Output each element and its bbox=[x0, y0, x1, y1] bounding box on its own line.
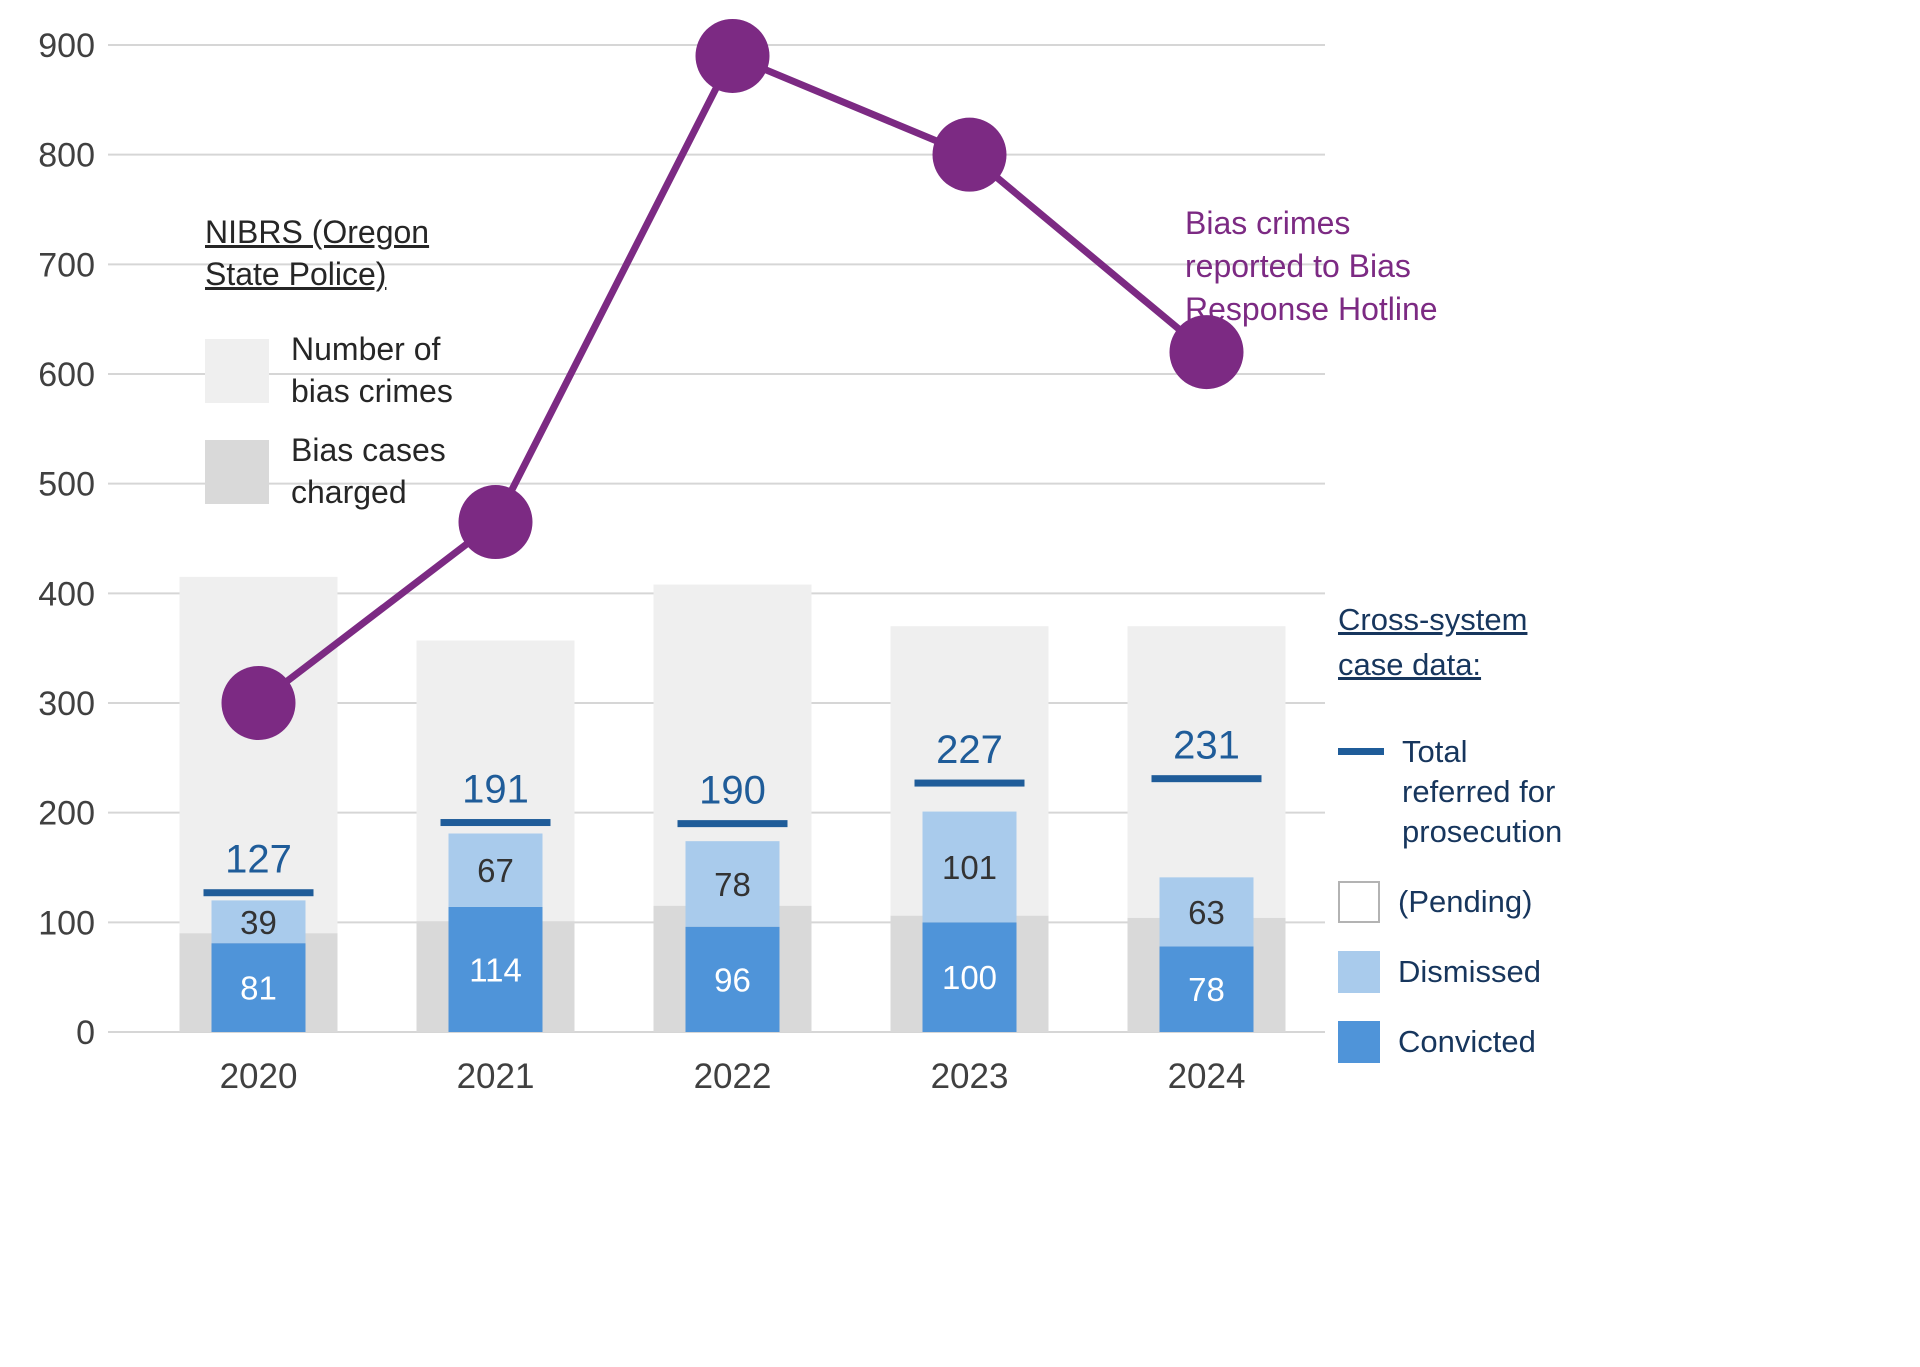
legend-item-pending: (Pending) bbox=[1338, 880, 1568, 923]
svg-text:190: 190 bbox=[699, 769, 766, 813]
referred-label: Total referred for prosecution bbox=[1402, 733, 1563, 850]
legend-item-cases-charged: Bias cases charged bbox=[205, 430, 490, 513]
legend-nibrs: NIBRS (Oregon State Police) Number of bi… bbox=[205, 212, 490, 532]
svg-text:500: 500 bbox=[38, 466, 95, 504]
legend-item-bias-crimes: Number of bias crimes bbox=[205, 329, 490, 412]
legend-item-referred: Total referred for prosecution bbox=[1338, 732, 1568, 853]
svg-text:67: 67 bbox=[477, 852, 514, 889]
svg-text:400: 400 bbox=[38, 575, 95, 613]
svg-text:63: 63 bbox=[1188, 894, 1225, 931]
svg-text:127: 127 bbox=[225, 838, 292, 882]
dismissed-swatch bbox=[1338, 950, 1380, 993]
svg-text:100: 100 bbox=[38, 904, 95, 942]
svg-text:300: 300 bbox=[38, 685, 95, 723]
svg-text:227: 227 bbox=[936, 728, 1003, 772]
svg-text:114: 114 bbox=[469, 951, 522, 988]
pending-swatch bbox=[1338, 880, 1380, 923]
hotline-series-label: Bias crimes reported to Bias Response Ho… bbox=[1185, 205, 1438, 328]
svg-text:2022: 2022 bbox=[694, 1057, 772, 1096]
svg-text:900: 900 bbox=[38, 27, 95, 65]
dismissed-label: Dismissed bbox=[1398, 953, 1541, 989]
svg-text:200: 200 bbox=[38, 795, 95, 833]
cases-charged-swatch bbox=[205, 439, 269, 504]
convicted-swatch bbox=[1338, 1020, 1380, 1063]
svg-text:100: 100 bbox=[942, 959, 997, 996]
referred-line-swatch bbox=[1338, 747, 1384, 755]
convicted-label: Convicted bbox=[1398, 1023, 1536, 1059]
bias-crimes-swatch bbox=[205, 338, 269, 403]
legend-nibrs-title: NIBRS (Oregon State Police) bbox=[205, 214, 430, 292]
svg-text:39: 39 bbox=[240, 904, 277, 941]
svg-text:2024: 2024 bbox=[1168, 1057, 1246, 1096]
svg-text:0: 0 bbox=[76, 1014, 95, 1052]
svg-text:78: 78 bbox=[1188, 971, 1225, 1008]
svg-text:2021: 2021 bbox=[457, 1057, 535, 1096]
svg-text:800: 800 bbox=[38, 137, 95, 175]
svg-text:81: 81 bbox=[240, 970, 277, 1007]
svg-text:96: 96 bbox=[714, 961, 751, 998]
legend-cross-system-title: Cross-system case data: bbox=[1338, 602, 1528, 682]
pending-label: (Pending) bbox=[1398, 883, 1533, 919]
bias-crimes-label: Number of bias crimes bbox=[291, 331, 453, 409]
legend-cross-system: Cross-system case data: Total referred f… bbox=[1338, 598, 1568, 1091]
legend-item-convicted: Convicted bbox=[1338, 1020, 1568, 1063]
svg-text:101: 101 bbox=[942, 849, 997, 886]
legend-item-dismissed: Dismissed bbox=[1338, 950, 1568, 993]
svg-text:2023: 2023 bbox=[931, 1057, 1009, 1096]
cases-charged-label: Bias cases charged bbox=[291, 432, 446, 510]
svg-text:231: 231 bbox=[1173, 724, 1240, 768]
svg-text:600: 600 bbox=[38, 356, 95, 394]
svg-text:700: 700 bbox=[38, 246, 95, 284]
svg-text:191: 191 bbox=[462, 768, 529, 812]
svg-text:2020: 2020 bbox=[220, 1057, 298, 1096]
svg-text:78: 78 bbox=[714, 866, 751, 903]
